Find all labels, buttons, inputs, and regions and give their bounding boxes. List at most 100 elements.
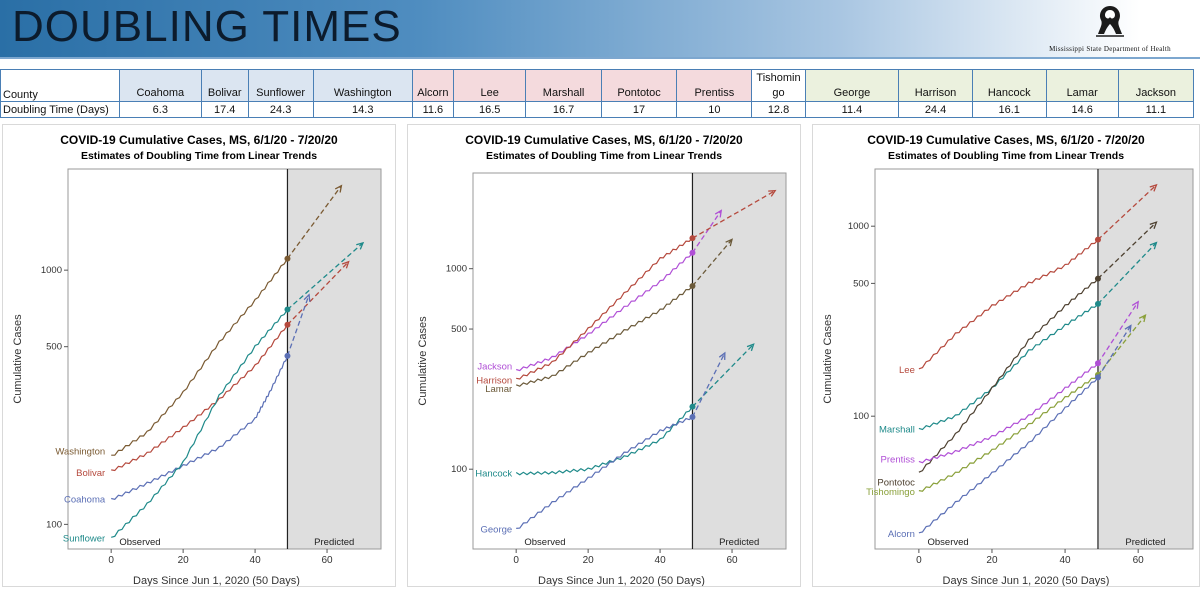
x-axis-label: Days Since Jun 1, 2020 (50 Days)	[538, 575, 705, 586]
x-tick-label: 60	[321, 555, 333, 566]
doubling-value: 24.4	[898, 101, 973, 118]
observed-endpoint	[689, 403, 696, 410]
series-label: George	[480, 525, 512, 536]
y-tick-label: 500	[451, 324, 467, 335]
y-tick-label: 500	[853, 278, 869, 289]
series-label: Lee	[899, 365, 915, 376]
projection-arrowhead	[1131, 300, 1139, 309]
series-line	[515, 406, 693, 476]
chart-subtitle: Estimates of Doubling Time from Linear T…	[81, 150, 317, 162]
projection-line	[1097, 221, 1157, 280]
projection-line	[286, 261, 350, 326]
series-label: Tishomingo	[866, 487, 915, 498]
series-line	[918, 303, 1099, 431]
projection-arrowhead	[303, 293, 311, 302]
county-header: Tishomin go	[751, 69, 806, 102]
doubling-value: 6.3	[118, 101, 202, 118]
projection-line	[691, 343, 755, 408]
projection-line	[1097, 325, 1132, 378]
series-line	[918, 362, 1099, 464]
chart-title: COVID-19 Cumulative Cases, MS, 6/1/20 - …	[465, 133, 743, 147]
doubling-value: 14.3	[312, 101, 413, 118]
county-header: Sunflower	[247, 69, 314, 102]
predicted-label: Predicted	[1125, 537, 1165, 548]
series-line	[918, 377, 1099, 534]
series-label: Harrison	[476, 376, 512, 387]
doubling-value: 12.8	[751, 101, 806, 118]
county-row: County Coahoma Bolivar Sunflower Washington…	[0, 69, 1195, 102]
x-axis-label: Days Since Jun 1, 2020 (50 Days)	[133, 575, 300, 586]
x-tick-label: 20	[583, 555, 595, 566]
projection-arrowhead	[768, 189, 777, 197]
chart-panel-delta: COVID-19 Cumulative Cases, MS, 6/1/20 - …	[2, 124, 396, 587]
plot-frame	[874, 168, 1194, 550]
predicted-region	[287, 169, 381, 549]
projection-line	[1097, 301, 1139, 364]
doubling-value: 16.5	[452, 101, 527, 118]
county-header: Coahoma	[118, 69, 202, 102]
observed-label: Observed	[928, 537, 969, 548]
series-label: Marshall	[879, 425, 915, 436]
series-label: Sunflower	[63, 533, 105, 544]
series-line	[918, 239, 1099, 370]
doubling-value: 17	[600, 101, 678, 118]
banner-divider	[0, 57, 1200, 59]
doubling-row-label: Doubling Time (Days)	[0, 101, 120, 118]
y-tick-label: 1000	[446, 264, 467, 275]
observed-endpoint	[689, 282, 696, 289]
county-header: Prentiss	[676, 69, 753, 102]
series-label: Prentiss	[881, 455, 916, 466]
observed-endpoint	[284, 255, 291, 262]
chart-title: COVID-19 Cumulative Cases, MS, 6/1/20 - …	[60, 133, 338, 147]
series-label: Jackson	[477, 362, 512, 373]
observed-endpoint	[1094, 300, 1101, 307]
y-tick-label: 100	[451, 464, 467, 475]
observed-endpoint	[284, 352, 291, 359]
y-tick-label: 100	[853, 411, 869, 422]
projection-arrowhead	[1149, 221, 1158, 229]
plot-frame	[67, 168, 382, 550]
doubling-value: 11.6	[411, 101, 454, 118]
plot-frame	[472, 172, 787, 550]
projection-line	[286, 294, 310, 357]
msdh-logo-icon	[1096, 6, 1124, 37]
chart-subtitle: Estimates of Doubling Time from Linear T…	[888, 150, 1124, 162]
projection-arrowhead	[1149, 241, 1158, 250]
y-axis-label: Cumulative Cases	[12, 314, 24, 404]
chart-panel-northeast: COVID-19 Cumulative Cases, MS, 6/1/20 - …	[812, 124, 1200, 587]
x-tick-label: 0	[513, 555, 519, 566]
y-tick-label: 1000	[41, 265, 62, 276]
projection-arrowhead	[718, 351, 726, 360]
series-line	[111, 355, 289, 500]
chart-title: COVID-19 Cumulative Cases, MS, 6/1/20 - …	[867, 133, 1145, 147]
x-tick-label: 60	[726, 555, 738, 566]
series-line	[516, 252, 693, 372]
county-header: Hancock	[971, 69, 1047, 102]
x-tick-label: 60	[1133, 555, 1145, 566]
series-line	[918, 278, 1099, 473]
county-header: Pontotoc	[600, 69, 678, 102]
doubling-value: 16.1	[971, 101, 1047, 118]
x-tick-label: 20	[178, 555, 190, 566]
series-line	[918, 374, 1099, 492]
series-label: Coahoma	[64, 495, 106, 506]
observed-label: Observed	[524, 537, 565, 548]
series-line	[111, 258, 289, 456]
msdh-logo: Mississippi State Department of Health	[1040, 4, 1180, 54]
northeast-chart: COVID-19 Cumulative Cases, MS, 6/1/20 - …	[822, 133, 1194, 587]
county-header: Bolivar	[200, 69, 249, 102]
delta-chart: COVID-19 Cumulative Cases, MS, 6/1/20 - …	[12, 133, 382, 587]
observed-endpoint	[1094, 275, 1101, 282]
series-label: Lamar	[485, 384, 512, 395]
observed-label: Observed	[119, 537, 160, 548]
projection-line	[1097, 242, 1157, 305]
series-label: Washington	[55, 446, 105, 457]
y-axis-label: Cumulative Cases	[822, 314, 834, 404]
series-label: Alcorn	[888, 529, 915, 540]
observed-endpoint	[1094, 374, 1101, 381]
observed-endpoint	[689, 414, 696, 421]
projection-line	[691, 210, 722, 254]
observed-endpoint	[689, 249, 696, 256]
x-axis-label: Days Since Jun 1, 2020 (50 Days)	[943, 575, 1110, 586]
doubling-value: 11.4	[804, 101, 900, 118]
